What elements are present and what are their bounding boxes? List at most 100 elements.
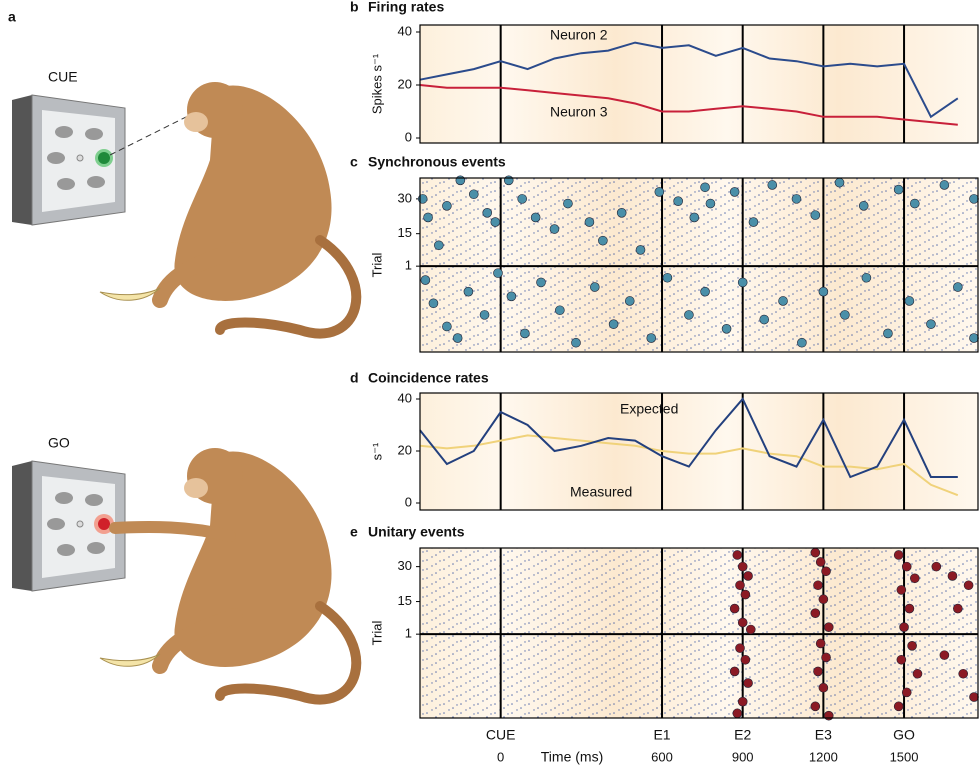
- event-marker: [729, 666, 740, 677]
- event-label: GO: [893, 727, 915, 743]
- event-marker: [520, 328, 530, 339]
- event-marker: [910, 573, 920, 584]
- y-tick-label: 40: [398, 390, 412, 405]
- event-marker: [423, 212, 433, 223]
- plot-frame: [419, 547, 979, 719]
- y-tick-label: 15: [398, 593, 412, 608]
- plot-frame: [419, 177, 979, 353]
- event-marker: [778, 296, 788, 306]
- event-marker: [571, 337, 581, 348]
- panel-label: e: [350, 524, 358, 540]
- event-marker: [901, 687, 912, 698]
- y-tick-label: 0: [405, 129, 412, 144]
- event-marker: [834, 177, 845, 188]
- chart-title: Coincidence rates: [368, 370, 489, 386]
- y-tick-label: 0: [405, 494, 412, 509]
- event-marker: [635, 245, 646, 255]
- event-marker: [737, 696, 748, 707]
- go-label: GO: [48, 435, 70, 451]
- event-marker: [624, 296, 635, 306]
- series-label: Expected: [620, 401, 678, 417]
- event-marker: [815, 638, 826, 649]
- event-marker: [735, 643, 745, 653]
- event-marker: [904, 296, 915, 306]
- y-tick-label: 40: [398, 23, 412, 38]
- event-marker: [963, 580, 974, 591]
- event-marker: [740, 654, 751, 665]
- series-line: [419, 84, 958, 126]
- event-marker: [947, 571, 958, 581]
- event-marker: [549, 224, 560, 234]
- event-marker: [818, 594, 829, 605]
- event-marker: [479, 310, 490, 320]
- event-marker: [810, 608, 821, 619]
- x-tick-label: 600: [651, 749, 673, 764]
- event-marker: [759, 314, 770, 325]
- event-label: E3: [815, 727, 832, 743]
- event-marker: [673, 196, 683, 206]
- event-marker: [721, 323, 732, 334]
- event-marker: [904, 603, 915, 614]
- event-marker: [493, 268, 503, 278]
- x-tick-label: 900: [732, 749, 754, 764]
- event-marker: [743, 571, 753, 581]
- event-marker: [737, 617, 748, 628]
- event-marker: [517, 194, 527, 204]
- event-marker: [958, 668, 969, 679]
- event-marker: [646, 333, 657, 343]
- event-marker: [813, 666, 823, 677]
- event-marker: [821, 652, 831, 663]
- event-marker: [901, 561, 912, 572]
- event-marker: [598, 235, 608, 246]
- event-marker: [563, 198, 573, 209]
- event-marker: [729, 187, 740, 197]
- panel-label: b: [350, 0, 359, 15]
- panel-label: c: [350, 154, 358, 170]
- event-marker: [810, 210, 821, 220]
- event-marker: [616, 208, 627, 218]
- event-marker: [939, 180, 950, 190]
- event-marker: [969, 194, 979, 204]
- event-marker: [969, 333, 979, 343]
- series-line: [419, 397, 958, 479]
- event-label: E1: [653, 727, 670, 743]
- event-marker: [939, 650, 950, 660]
- y-axis-label: Trial: [369, 252, 384, 277]
- event-marker: [420, 275, 431, 285]
- event-marker: [455, 175, 466, 186]
- event-marker: [732, 708, 743, 719]
- event-marker: [896, 585, 907, 595]
- event-marker: [589, 282, 600, 292]
- x-axis-label: Time (ms): [541, 749, 603, 765]
- event-marker: [899, 622, 909, 632]
- event-marker: [893, 550, 904, 560]
- event-marker: [861, 272, 872, 283]
- event-marker: [926, 319, 936, 329]
- event-marker: [910, 198, 920, 209]
- event-marker: [536, 277, 546, 288]
- event-label: CUE: [486, 727, 516, 743]
- event-marker: [506, 291, 517, 302]
- event-marker: [729, 603, 740, 614]
- spike-texture: [420, 178, 978, 352]
- chart-title: Unitary events: [368, 524, 465, 540]
- event-marker: [705, 198, 716, 209]
- series-label: Neuron 3: [550, 104, 608, 120]
- y-axis-label: Trial: [369, 620, 384, 645]
- event-marker: [767, 180, 778, 190]
- event-marker: [662, 272, 673, 283]
- plot-frame: [419, 24, 979, 144]
- series-line: [419, 41, 959, 119]
- event-marker: [463, 286, 474, 297]
- event-marker: [737, 561, 748, 572]
- event-marker: [893, 184, 904, 195]
- event-marker: [735, 580, 745, 591]
- event-marker: [748, 217, 759, 227]
- x-tick-label: 1500: [890, 749, 919, 764]
- event-marker: [953, 603, 963, 614]
- event-marker: [428, 298, 439, 309]
- event-marker: [584, 217, 595, 227]
- cue-scene: [12, 82, 362, 339]
- event-marker: [797, 337, 807, 348]
